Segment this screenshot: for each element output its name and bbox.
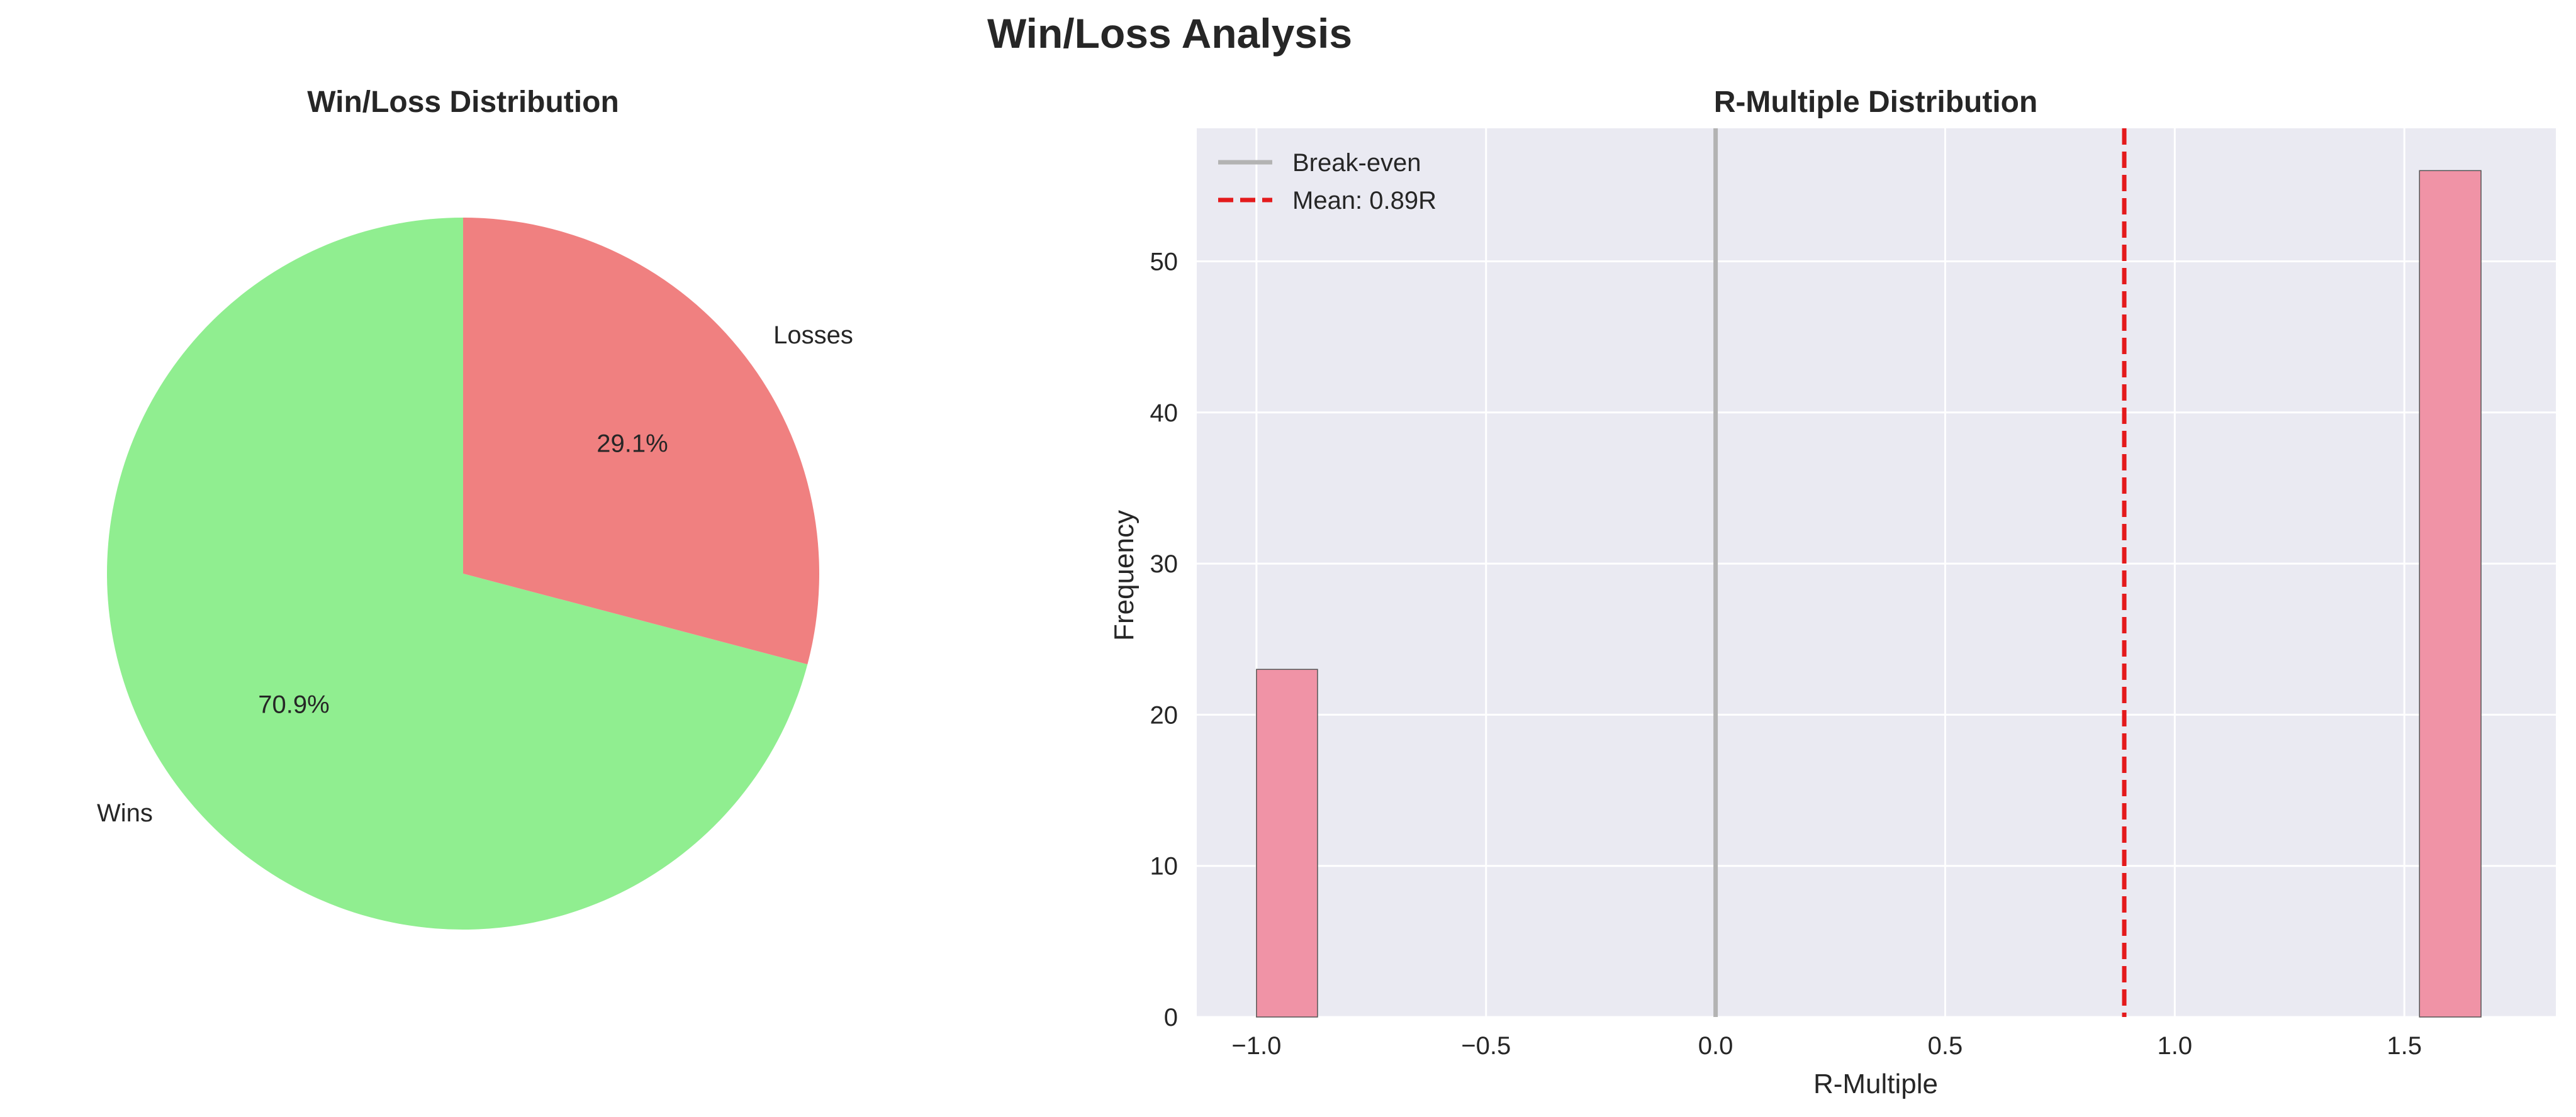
histogram-bar [1256, 669, 1318, 1018]
histogram-title: R-Multiple Distribution [1714, 86, 2038, 119]
y-tick-label: 30 [1150, 550, 1179, 578]
x-tick-label: −0.5 [1461, 1032, 1511, 1060]
pie-slice-losses [463, 218, 820, 665]
x-tick-label: −1.0 [1231, 1032, 1281, 1060]
histogram-bar [2419, 170, 2482, 1018]
legend-label: Mean: 0.89R [1292, 187, 1436, 214]
x-tick-label: 0.5 [1928, 1032, 1963, 1060]
reference-lines [1713, 128, 2127, 1017]
pie-slice-wins [107, 218, 808, 930]
pie-chart: Win/Loss Distribution 70.9% Wins 29.1% Loss… [97, 86, 853, 930]
figure-title: Win/Loss Analysis [987, 10, 1352, 57]
pie-slices [107, 218, 820, 930]
pie-label-losses: Losses [773, 321, 853, 349]
histogram-bars [1256, 170, 2482, 1018]
grid-lines [1197, 128, 2556, 1018]
x-tick-label: 1.5 [2387, 1032, 2422, 1060]
x-tick-label: 0.0 [1698, 1032, 1733, 1060]
pie-pct-label-losses: 29.1% [596, 430, 668, 458]
plot-area [1197, 128, 2556, 1017]
legend-label: Break-even [1292, 149, 1421, 177]
y-tick-label: 0 [1164, 1004, 1178, 1031]
pie-label-wins: Wins [97, 799, 153, 827]
y-axis-label: Frequency [1109, 510, 1140, 641]
y-tick-label: 50 [1150, 248, 1179, 275]
y-tick-label: 20 [1150, 701, 1179, 729]
legend: Break-even Mean: 0.89R [1218, 149, 1436, 214]
y-tick-label: 40 [1150, 399, 1179, 427]
histogram-chart: R-Multiple Distribution −1.0 −0.5 0.0 0.5 1.… [1109, 86, 2556, 1099]
x-axis-ticks: −1.0 −0.5 0.0 0.5 1.0 1.5 [1231, 1032, 2422, 1060]
pie-title: Win/Loss Distribution [307, 86, 619, 119]
y-tick-label: 10 [1150, 853, 1179, 881]
x-tick-label: 1.0 [2158, 1032, 2193, 1060]
pie-pct-label-wins: 70.9% [258, 691, 329, 718]
pie-labels: 70.9% Wins 29.1% Losses [97, 321, 853, 827]
y-axis-ticks: 0 10 20 30 40 50 [1150, 248, 1179, 1031]
x-axis-label: R-Multiple [1813, 1069, 1938, 1099]
